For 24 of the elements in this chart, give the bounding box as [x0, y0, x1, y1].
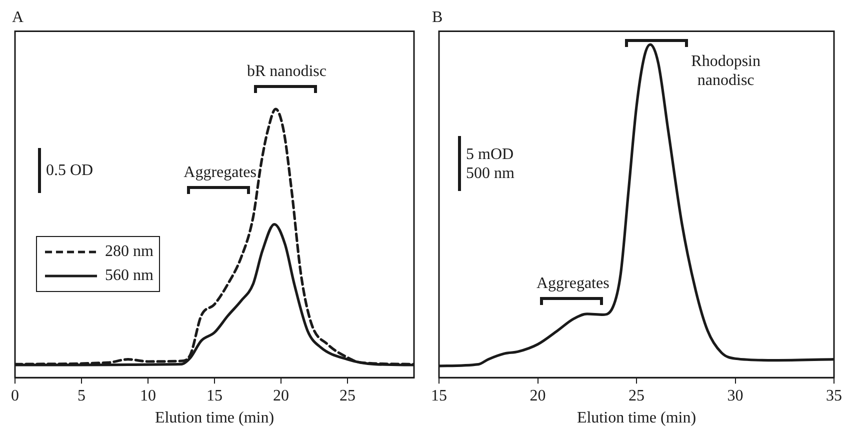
x-tick-label: 25 — [340, 387, 356, 404]
x-tick-label: 5 — [78, 387, 86, 404]
chart-title: A — [12, 8, 24, 26]
legend-label: 560 nm — [105, 266, 154, 286]
x-tick-label: 20 — [273, 387, 289, 404]
annotation: 500 nm — [466, 164, 514, 182]
text: bR nanodisc — [246, 62, 328, 82]
x-tick-label: 30 — [727, 387, 744, 404]
x-tick-label: 35 — [826, 387, 842, 404]
x-tick-label: 25 — [628, 387, 644, 404]
annotation: 5 mOD — [466, 144, 514, 164]
x-tick-label: 20 — [530, 387, 546, 404]
x-tick-label: 0 — [11, 387, 19, 404]
x-tick-label: 15 — [206, 387, 222, 404]
x-axis-title: Elution time (min) — [576, 410, 696, 427]
x-tick-label: 15 — [431, 387, 447, 404]
legend-label: 280 nm — [105, 242, 154, 262]
x-tick-label: 10 — [140, 387, 156, 404]
annotation: Aggregates — [182, 162, 258, 182]
annotation: Rhodopsin nanodisc — [690, 52, 762, 90]
annotation: Aggregates — [535, 274, 610, 294]
chart-title: B — [432, 8, 443, 26]
annotation: 0.5 OD — [46, 161, 94, 180]
x-axis-title: Elution time (min) — [154, 410, 274, 427]
